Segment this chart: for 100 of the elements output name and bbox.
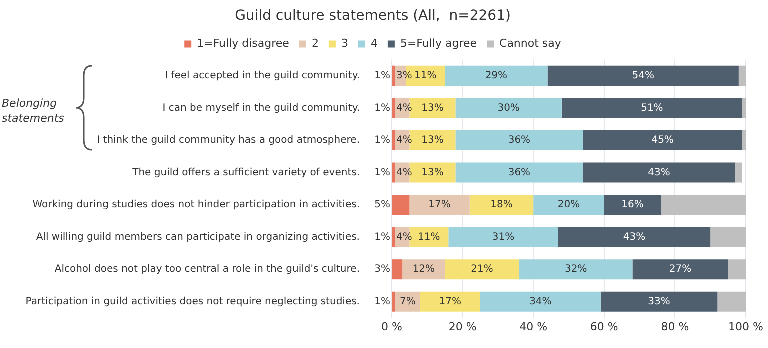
data-label: 43% — [648, 167, 670, 178]
bar — [600, 292, 718, 312]
data-label: 5% — [374, 200, 390, 211]
bar — [562, 98, 742, 118]
bar — [392, 66, 396, 86]
data-label: 1% — [374, 135, 390, 146]
data-label: 51% — [641, 102, 664, 114]
bar — [392, 292, 396, 312]
bar — [661, 195, 746, 216]
legend-label: 3 — [341, 37, 348, 50]
data-label: 18% — [490, 200, 513, 211]
bar — [396, 292, 420, 312]
bar — [742, 130, 746, 150]
data-label: 30% — [498, 102, 520, 114]
bar — [480, 292, 601, 312]
data-label: 34% — [530, 296, 552, 308]
bar — [392, 162, 396, 183]
bar — [718, 292, 746, 312]
bar — [728, 260, 746, 280]
x-tick-label: 20 % — [448, 320, 477, 334]
bar — [392, 227, 396, 248]
bar — [456, 130, 584, 150]
data-label: 13% — [422, 167, 444, 178]
data-label: 1% — [374, 167, 390, 178]
bar — [583, 162, 736, 183]
x-tick-label: 100 % — [728, 320, 764, 334]
data-label: 54% — [632, 70, 654, 82]
bar — [548, 66, 739, 86]
bar — [558, 227, 711, 248]
bar — [445, 260, 520, 280]
data-label: 12% — [412, 264, 435, 276]
data-label: 20% — [558, 200, 580, 211]
bar — [456, 162, 584, 183]
chart-title: Guild culture statements (All, n=2261) — [235, 8, 511, 24]
legend-label: 1=Fully disagree — [197, 37, 290, 50]
y-tick-label: Participation in guild activities does not require neglecting studies. — [26, 296, 360, 308]
y-tick-label: I can be myself in the guild community. — [162, 102, 360, 114]
bar — [392, 195, 410, 216]
data-label: 27% — [669, 264, 692, 276]
bar — [420, 292, 480, 312]
data-label: 1% — [374, 102, 390, 114]
x-tick-label: 60 % — [590, 320, 618, 334]
y-tick-label: Alcohol does not play too central a role in the guild's culture. — [54, 264, 360, 276]
legend-label: 4 — [370, 37, 378, 50]
y-tick-label: Working during studies does not hinder participation in activities. — [32, 200, 360, 211]
data-label: 13% — [422, 135, 444, 146]
bar — [392, 130, 396, 150]
x-tick-label: 0 % — [382, 320, 402, 334]
data-label: 3% — [374, 264, 390, 276]
data-label: 11% — [418, 232, 440, 243]
bar — [735, 162, 742, 183]
data-label: 32% — [564, 264, 588, 276]
bar — [448, 227, 558, 248]
data-label: 17% — [439, 296, 462, 308]
data-label: 21% — [471, 264, 494, 276]
bar — [710, 227, 746, 248]
legend-label: 2 — [312, 37, 319, 50]
data-label: 4% — [396, 167, 412, 178]
data-label: 4% — [396, 102, 412, 114]
data-label: 1% — [374, 296, 390, 308]
data-label: 4% — [396, 135, 412, 146]
x-tick-label: 80 % — [661, 320, 690, 334]
y-tick-label: All willing guild members can participate in organizing activities. — [36, 232, 360, 243]
bar — [604, 195, 662, 216]
bar — [402, 260, 446, 280]
bar — [632, 260, 728, 280]
data-label: 45% — [652, 135, 674, 146]
data-label: 17% — [428, 200, 451, 211]
data-label: 31% — [492, 232, 515, 243]
text: Belonging statements — [2, 96, 66, 126]
bar — [392, 260, 403, 280]
data-label: 1% — [374, 70, 390, 82]
data-label: 43% — [623, 232, 646, 243]
bar — [456, 98, 562, 118]
data-label: 4% — [396, 232, 412, 243]
data-label: 11% — [414, 70, 437, 82]
data-label: 1% — [374, 232, 390, 243]
x-tick-label: 40 % — [520, 320, 548, 334]
y-tick-label: The guild offers a sufficient variety of events. — [132, 167, 360, 178]
bar — [738, 66, 746, 86]
bar — [392, 98, 396, 118]
data-label: 33% — [648, 296, 670, 308]
bar — [410, 195, 470, 216]
data-label: 3% — [396, 70, 412, 82]
bar — [445, 66, 548, 86]
data-label: 16% — [622, 200, 644, 211]
bar — [470, 195, 534, 216]
data-label: 36% — [508, 135, 531, 146]
data-label: 36% — [508, 167, 531, 178]
legend-label: 5=Fully agree — [400, 37, 478, 50]
data-label: 29% — [485, 70, 508, 82]
bar — [519, 260, 633, 280]
bar — [534, 195, 604, 216]
bar — [742, 98, 746, 118]
y-tick-label: I think the guild community has a good atmosphere. — [97, 135, 360, 146]
bar — [583, 130, 742, 150]
y-tick-label: I feel accepted in the guild community. — [165, 70, 360, 82]
data-label: 13% — [422, 102, 444, 114]
data-label: 7% — [400, 296, 416, 308]
legend-label: Cannot say — [500, 37, 562, 50]
